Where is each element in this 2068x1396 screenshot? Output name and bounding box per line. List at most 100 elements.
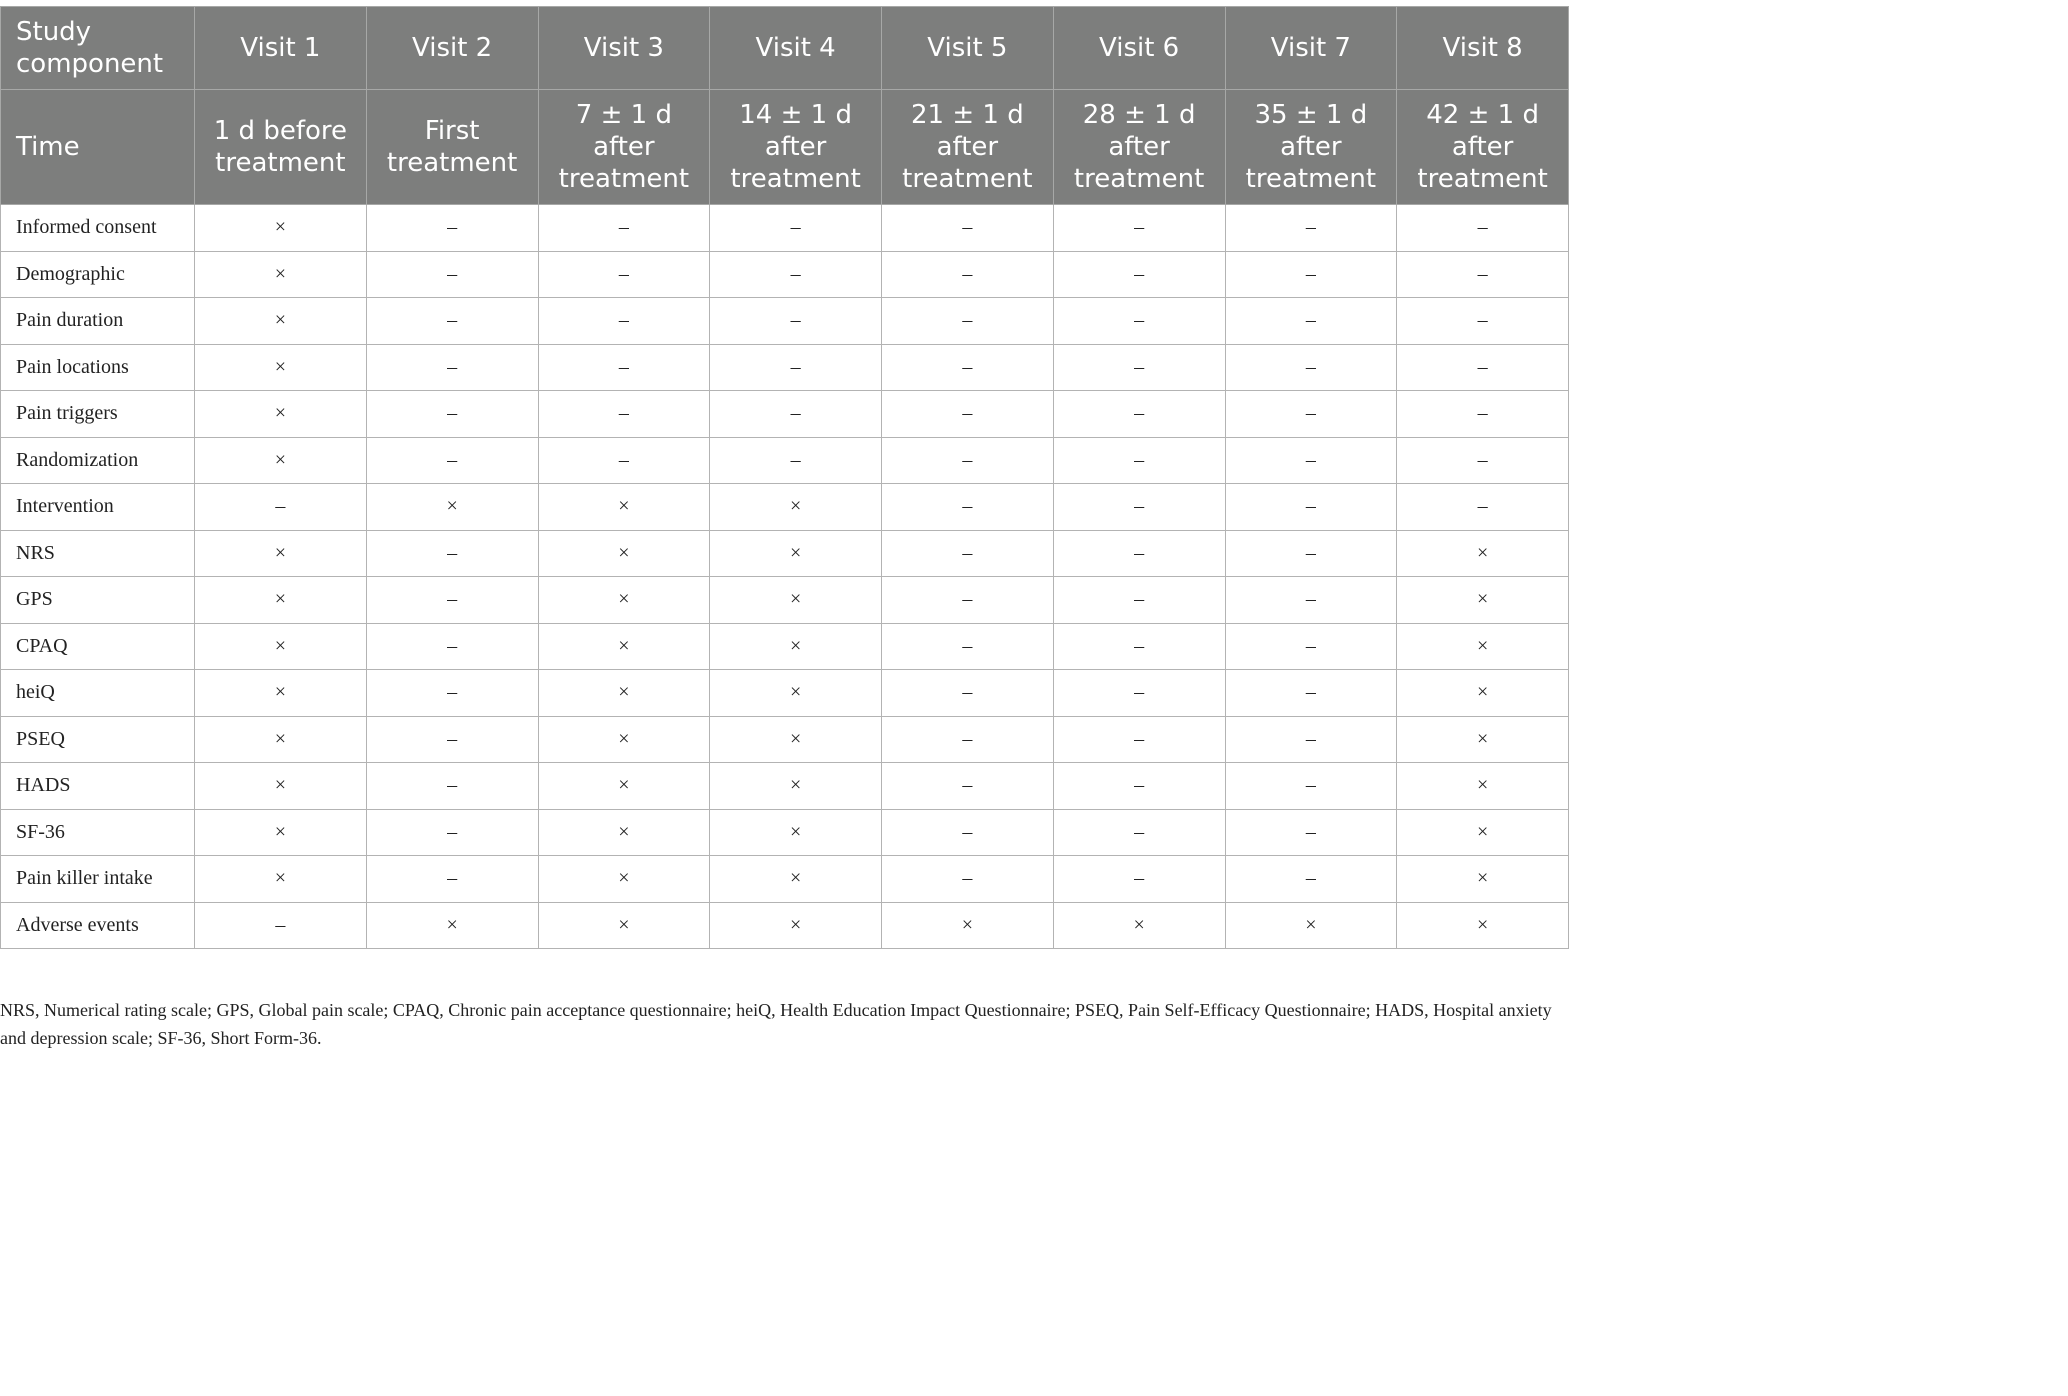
schedule-cell-visit-7: – xyxy=(1224,529,1398,577)
schedule-cell-visit-6: – xyxy=(1052,436,1226,484)
schedule-cell-visit-5: – xyxy=(881,483,1054,531)
schedule-cell-visit-4: × xyxy=(709,576,882,624)
table-row: CPAQ × – × × – – – × xyxy=(0,622,1569,670)
table-row: Informed consent × – – – – – – – xyxy=(0,204,1569,252)
header-cell-time-visit-3: 7 ± 1 d after treatment xyxy=(537,89,711,205)
schedule-cell-visit-2: × xyxy=(365,483,539,531)
header-row-visits: Study component Visit 1 Visit 2 Visit 3 … xyxy=(0,6,1569,90)
table-row: Pain triggers × – – – – – – – xyxy=(0,390,1569,438)
schedule-cell-visit-6: – xyxy=(1052,576,1226,624)
schedule-cell-visit-2: – xyxy=(365,762,539,810)
schedule-cell-visit-3: × xyxy=(537,576,711,624)
study-schedule-table: Study component Visit 1 Visit 2 Visit 3 … xyxy=(0,6,1569,949)
schedule-cell-visit-7: – xyxy=(1224,343,1398,391)
row-label: NRS xyxy=(0,529,195,577)
schedule-cell-visit-4: × xyxy=(709,622,882,670)
schedule-cell-visit-6: – xyxy=(1052,855,1226,903)
header-row-time: Time 1 d before treatment First treatmen… xyxy=(0,89,1569,205)
schedule-cell-visit-4: – xyxy=(709,436,882,484)
schedule-cell-visit-8: × xyxy=(1396,808,1569,856)
table-body: Informed consent × – – – – – – – Demographic × – – – –… xyxy=(0,204,1569,949)
header-cell-visit-6: Visit 6 xyxy=(1052,6,1226,90)
schedule-cell-visit-8: – xyxy=(1396,343,1569,391)
row-label: CPAQ xyxy=(0,622,195,670)
schedule-cell-visit-3: – xyxy=(537,343,711,391)
schedule-cell-visit-1: × xyxy=(194,715,367,763)
header-cell-time-visit-6: 28 ± 1 d after treatment xyxy=(1052,89,1226,205)
schedule-cell-visit-4: – xyxy=(709,343,882,391)
schedule-cell-visit-7: – xyxy=(1224,483,1398,531)
schedule-cell-visit-5: – xyxy=(881,622,1054,670)
header-cell-visit-7: Visit 7 xyxy=(1224,6,1398,90)
schedule-cell-visit-1: × xyxy=(194,297,367,345)
schedule-cell-visit-4: × xyxy=(709,483,882,531)
schedule-cell-visit-4: × xyxy=(709,715,882,763)
row-label: GPS xyxy=(0,576,195,624)
schedule-cell-visit-7: – xyxy=(1224,390,1398,438)
schedule-cell-visit-1: × xyxy=(194,390,367,438)
table-row: Adverse events – × × × × × × × xyxy=(0,901,1569,949)
row-label: Informed consent xyxy=(0,204,195,252)
schedule-cell-visit-4: – xyxy=(709,204,882,252)
schedule-cell-visit-5: – xyxy=(881,576,1054,624)
schedule-cell-visit-3: × xyxy=(537,483,711,531)
schedule-cell-visit-3: – xyxy=(537,390,711,438)
schedule-cell-visit-2: × xyxy=(365,901,539,949)
header-cell-time-visit-7: 35 ± 1 d after treatment xyxy=(1224,89,1398,205)
table-footnote: NRS, Numerical rating scale; GPS, Global… xyxy=(0,1000,1552,1048)
row-label: Randomization xyxy=(0,436,195,484)
schedule-cell-visit-4: × xyxy=(709,669,882,717)
schedule-cell-visit-2: – xyxy=(365,715,539,763)
schedule-cell-visit-2: – xyxy=(365,343,539,391)
row-label: Adverse events xyxy=(0,901,195,949)
schedule-cell-visit-3: × xyxy=(537,669,711,717)
schedule-cell-visit-4: × xyxy=(709,529,882,577)
header-cell-time-visit-2: First treatment xyxy=(365,89,539,205)
schedule-cell-visit-7: – xyxy=(1224,576,1398,624)
schedule-cell-visit-7: – xyxy=(1224,436,1398,484)
schedule-cell-visit-5: – xyxy=(881,436,1054,484)
schedule-cell-visit-8: – xyxy=(1396,483,1569,531)
schedule-cell-visit-1: × xyxy=(194,343,367,391)
schedule-cell-visit-7: × xyxy=(1224,901,1398,949)
schedule-cell-visit-7: – xyxy=(1224,855,1398,903)
schedule-cell-visit-5: – xyxy=(881,343,1054,391)
schedule-cell-visit-8: × xyxy=(1396,622,1569,670)
schedule-cell-visit-6: – xyxy=(1052,808,1226,856)
table-row: Demographic × – – – – – – – xyxy=(0,250,1569,298)
schedule-cell-visit-6: × xyxy=(1052,901,1226,949)
schedule-cell-visit-2: – xyxy=(365,297,539,345)
schedule-cell-visit-7: – xyxy=(1224,808,1398,856)
schedule-cell-visit-2: – xyxy=(365,250,539,298)
schedule-cell-visit-1: – xyxy=(194,901,367,949)
table-row: SF-36 × – × × – – – × xyxy=(0,808,1569,856)
schedule-cell-visit-6: – xyxy=(1052,669,1226,717)
table-row: Intervention – × × × – – – – xyxy=(0,483,1569,531)
schedule-cell-visit-8: × xyxy=(1396,762,1569,810)
schedule-cell-visit-2: – xyxy=(365,622,539,670)
table-row: GPS × – × × – – – × xyxy=(0,576,1569,624)
schedule-cell-visit-3: – xyxy=(537,250,711,298)
header-cell-visit-5: Visit 5 xyxy=(881,6,1054,90)
table-row: PSEQ × – × × – – – × xyxy=(0,715,1569,763)
schedule-cell-visit-7: – xyxy=(1224,669,1398,717)
schedule-cell-visit-1: × xyxy=(194,808,367,856)
schedule-cell-visit-6: – xyxy=(1052,715,1226,763)
table-row: heiQ × – × × – – – × xyxy=(0,669,1569,717)
schedule-cell-visit-4: × xyxy=(709,901,882,949)
schedule-cell-visit-6: – xyxy=(1052,343,1226,391)
schedule-cell-visit-1: × xyxy=(194,669,367,717)
schedule-cell-visit-8: – xyxy=(1396,204,1569,252)
schedule-cell-visit-3: – xyxy=(537,204,711,252)
schedule-cell-visit-5: – xyxy=(881,808,1054,856)
schedule-cell-visit-2: – xyxy=(365,529,539,577)
schedule-cell-visit-5: – xyxy=(881,390,1054,438)
header-cell-visit-3: Visit 3 xyxy=(537,6,711,90)
schedule-cell-visit-4: × xyxy=(709,855,882,903)
schedule-cell-visit-6: – xyxy=(1052,297,1226,345)
schedule-cell-visit-2: – xyxy=(365,204,539,252)
schedule-cell-visit-4: – xyxy=(709,390,882,438)
schedule-cell-visit-3: × xyxy=(537,529,711,577)
row-label: Pain duration xyxy=(0,297,195,345)
schedule-cell-visit-8: – xyxy=(1396,436,1569,484)
